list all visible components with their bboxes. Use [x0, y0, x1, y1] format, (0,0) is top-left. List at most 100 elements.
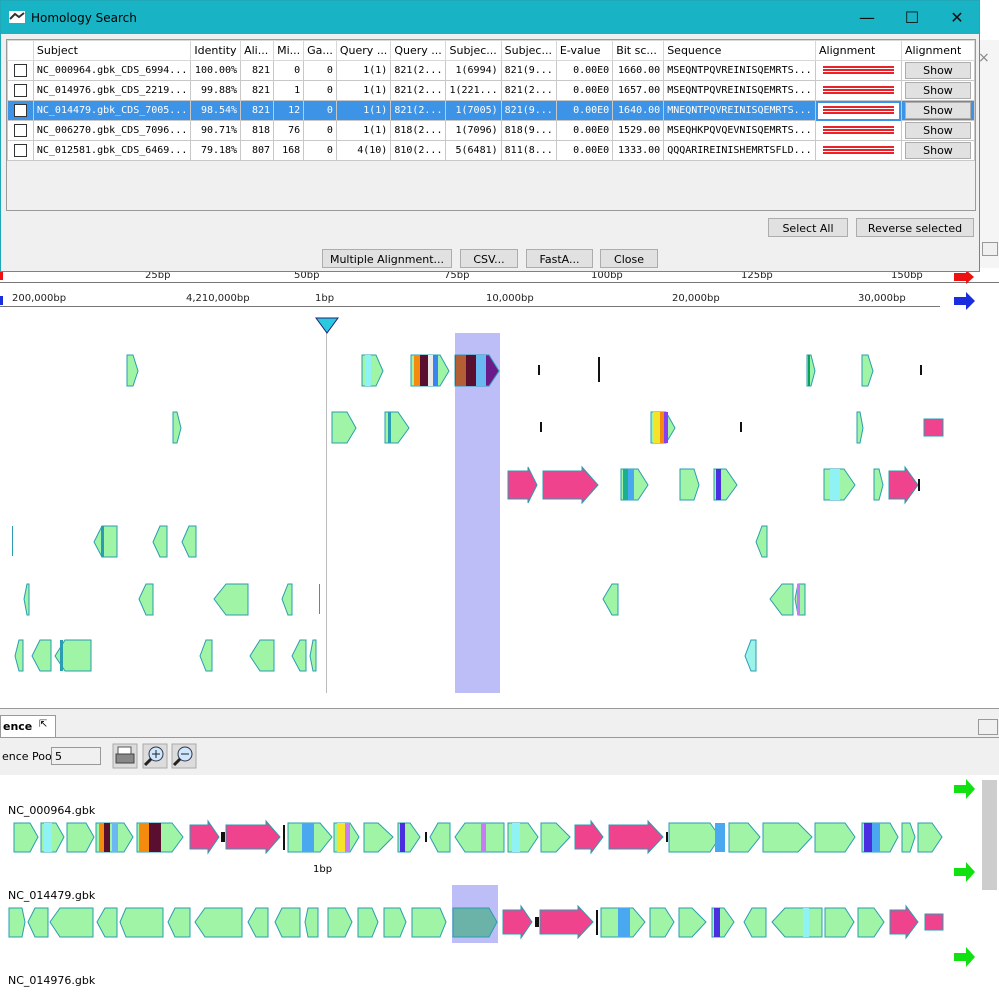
genome-tracks[interactable] — [0, 815, 950, 945]
column-header[interactable]: Query ... — [335, 40, 392, 61]
sequence-cell: MSEQHKPQVQEVNISQEMRTS... — [663, 120, 816, 141]
query-start-cell: 1(1) — [335, 80, 392, 101]
row-checkbox[interactable] — [7, 80, 34, 101]
panel-scroll-icon[interactable] — [982, 242, 998, 256]
gene-tracks[interactable] — [0, 328, 999, 698]
gene-segment — [808, 355, 810, 386]
csv-button[interactable]: CSV... — [460, 249, 518, 268]
row-checkbox[interactable] — [7, 60, 34, 81]
gap-cell: 0 — [303, 140, 337, 161]
pool-input[interactable]: 5 — [51, 747, 101, 765]
scroll-right-blue-icon[interactable] — [954, 292, 976, 310]
table-row[interactable]: NC_012581.gbk_CDS_6469... 79.18% 807 168… — [7, 140, 975, 161]
results-grid[interactable]: Subject Identity Ali... Mi... Ga... Quer… — [6, 39, 976, 211]
column-header[interactable]: Mi... — [273, 40, 305, 61]
row-checkbox[interactable] — [7, 100, 34, 121]
column-header[interactable]: Ali... — [240, 40, 275, 61]
expand-track-icon[interactable] — [954, 862, 976, 882]
gene-tick — [596, 910, 598, 935]
tab-sequence[interactable]: ence ⇱ — [0, 715, 56, 738]
gene-segment — [139, 823, 149, 852]
panel-close-icon[interactable]: × — [978, 50, 990, 66]
reverse-selected-button[interactable]: Reverse selected — [856, 218, 974, 237]
gene-tick — [283, 825, 285, 850]
show-alignment-button[interactable]: Show — [904, 142, 971, 159]
mismatch-cell: 168 — [273, 140, 305, 161]
table-row[interactable]: NC_014976.gbk_CDS_2219... 99.88% 821 1 0… — [7, 80, 975, 101]
sequence-tracks-panel[interactable]: NC_000964.gbk 1bp NC_014479.gbk NC_01497… — [0, 775, 999, 992]
sequence-cell: MSEQNTPQVREINISQEMRTS... — [663, 80, 816, 101]
blue-marker — [0, 296, 3, 305]
close-button[interactable]: Close — [600, 249, 658, 268]
column-header[interactable]: Subjec... — [445, 40, 502, 61]
multiple-alignment-button[interactable]: Multiple Alignment... — [322, 249, 452, 268]
subject-end-cell: 811(8... — [500, 140, 557, 161]
table-row[interactable]: NC_006270.gbk_CDS_7096... 90.71% 818 76 … — [7, 120, 975, 141]
column-header[interactable]: E-value — [555, 40, 614, 61]
column-header[interactable]: Identity — [190, 40, 242, 61]
gap-cell: 0 — [303, 100, 337, 121]
ruler-label: 25bp — [145, 270, 171, 281]
panel-menu-icon[interactable] — [978, 719, 998, 735]
bitscore-cell: 1657.00 — [612, 80, 665, 101]
scroll-right-red-icon[interactable] — [954, 270, 976, 284]
table-row-selected[interactable]: NC_014479.gbk_CDS_7005... 98.54% 821 12 … — [7, 100, 975, 121]
fasta-button[interactable]: FastA... — [526, 249, 593, 268]
gene-arrow — [27, 907, 49, 938]
column-header[interactable]: Alignment — [900, 40, 975, 61]
show-alignment-button[interactable]: Show — [904, 102, 971, 119]
show-alignment-button[interactable]: Show — [904, 62, 971, 79]
gene-segment — [872, 823, 880, 852]
column-header[interactable]: Alignment — [815, 40, 902, 61]
query-start-cell: 1(1) — [335, 100, 392, 121]
zoom-in-icon[interactable] — [142, 743, 168, 769]
show-alignment-button[interactable]: Show — [904, 82, 971, 99]
gene-tick — [920, 365, 922, 375]
background-panel — [980, 40, 999, 270]
column-header[interactable]: Subjec... — [500, 40, 557, 61]
title-bar[interactable]: Homology Search — ☐ ✕ — [1, 1, 979, 34]
show-cell: Show — [900, 60, 975, 81]
gene-arrow — [199, 639, 213, 672]
gene-arrow — [743, 907, 767, 938]
gene-arrow — [126, 354, 139, 387]
zoom-out-icon[interactable] — [171, 743, 197, 769]
subject-start-cell: 1(221... — [445, 80, 502, 101]
gene-block — [923, 418, 944, 437]
expand-track-icon[interactable] — [954, 947, 976, 967]
column-header[interactable]: Ga... — [303, 40, 337, 61]
dialog-title: Homology Search — [31, 11, 137, 25]
pin-icon[interactable]: ⇱ — [39, 719, 48, 730]
row-checkbox[interactable] — [7, 120, 34, 141]
print-icon[interactable] — [112, 743, 138, 769]
alignment-length-cell: 821 — [240, 100, 275, 121]
gene-segment — [104, 823, 110, 852]
table-header-row: Subject Identity Ali... Mi... Ga... Quer… — [7, 40, 975, 61]
position-marker-icon[interactable] — [315, 317, 339, 335]
scrollbar-thumb[interactable] — [982, 780, 997, 890]
query-end-cell: 821(2... — [390, 100, 447, 121]
show-alignment-button[interactable]: Show — [904, 122, 971, 139]
track-ruler-label: 1bp — [313, 864, 333, 875]
evalue-cell: 0.00E0 — [555, 140, 614, 161]
close-window-button[interactable]: ✕ — [935, 1, 979, 34]
gene-segment — [149, 823, 161, 852]
gene-arrow — [194, 907, 243, 938]
column-header[interactable]: Bit sc... — [612, 40, 665, 61]
minimize-button[interactable]: — — [845, 1, 889, 34]
table-row[interactable]: NC_000964.gbk_CDS_6994... 100.00% 821 0 … — [7, 60, 975, 81]
show-cell: Show — [900, 80, 975, 101]
column-header[interactable]: Subject — [32, 40, 192, 61]
sequence-tab-panel: ence ⇱ ence Pool: 5 — [0, 708, 999, 776]
genome-map-panel[interactable]: 25bp 50bp 75bp 100bp 125bp 150bp 200,000… — [0, 268, 999, 708]
select-all-button[interactable]: Select All — [768, 218, 848, 237]
column-header[interactable] — [7, 40, 34, 61]
gene-tick — [666, 832, 668, 842]
column-header[interactable]: Query ... — [390, 40, 447, 61]
gene-arrow — [502, 904, 533, 940]
expand-track-icon[interactable] — [954, 779, 976, 799]
maximize-button[interactable]: ☐ — [890, 1, 934, 34]
column-header[interactable]: Sequence — [663, 40, 816, 61]
gene-segment — [623, 469, 628, 500]
row-checkbox[interactable] — [7, 140, 34, 161]
